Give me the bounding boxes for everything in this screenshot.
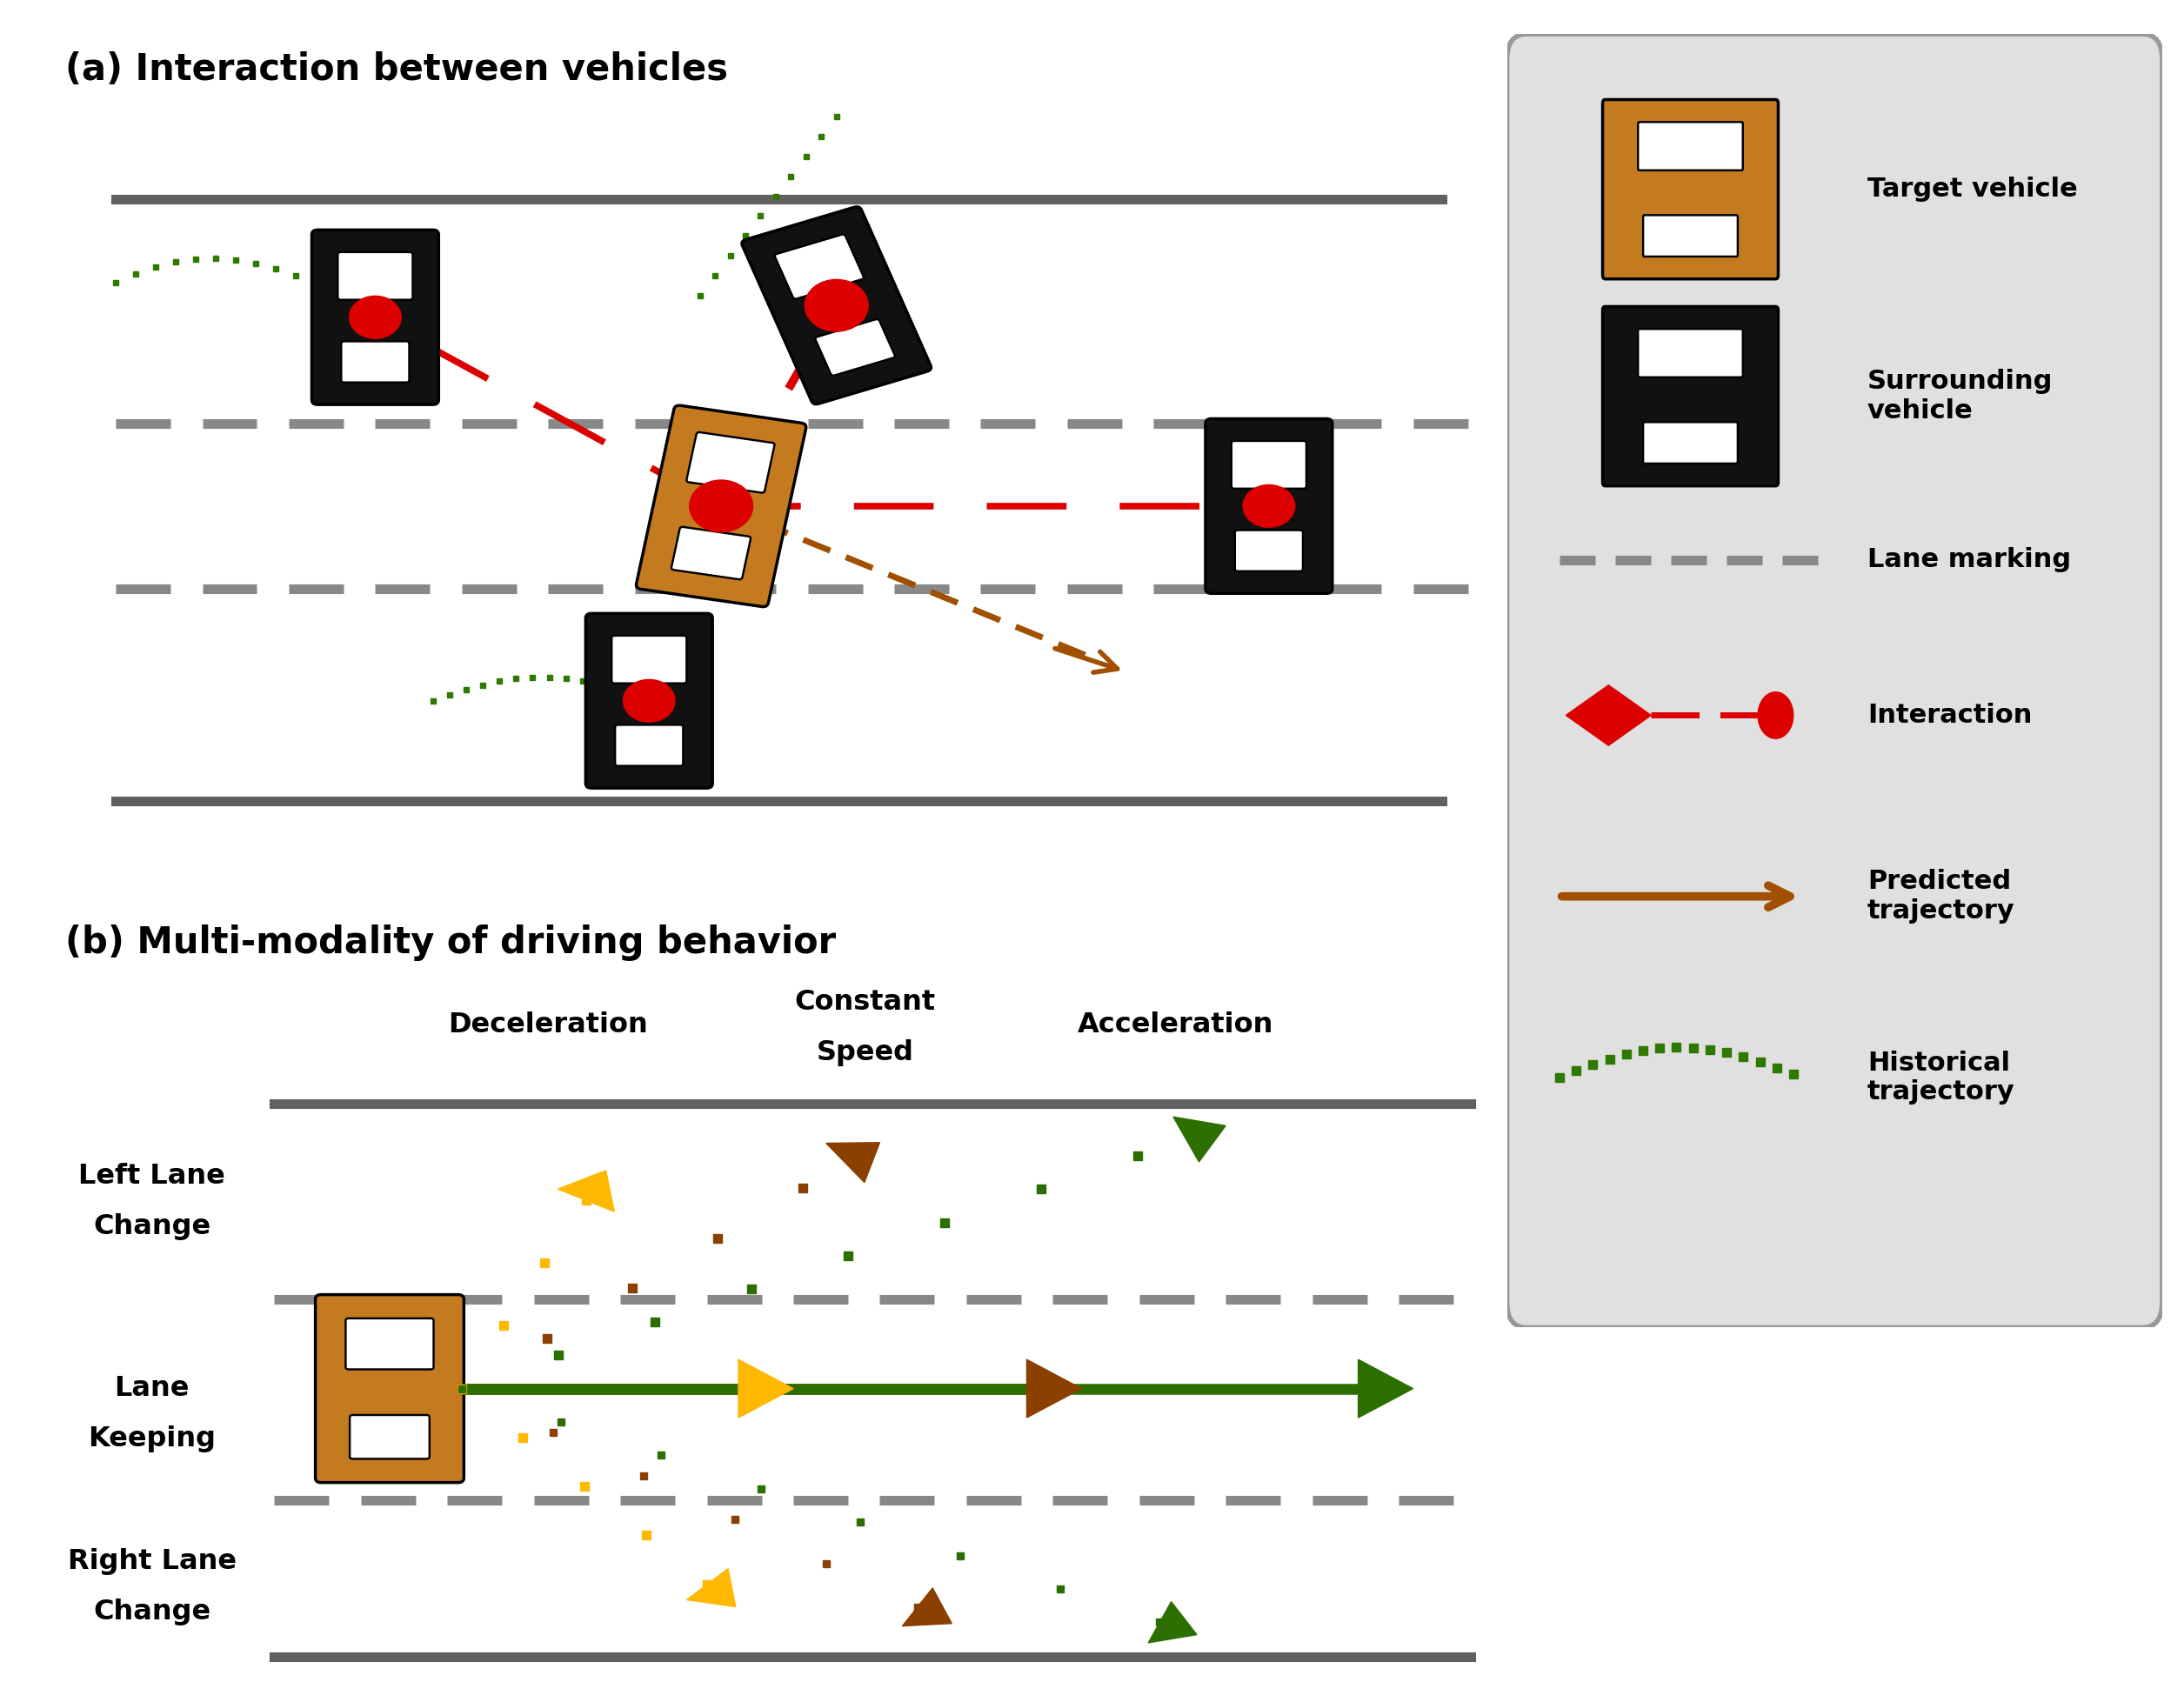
FancyBboxPatch shape	[341, 342, 408, 383]
FancyBboxPatch shape	[1234, 529, 1304, 572]
FancyBboxPatch shape	[349, 1414, 430, 1459]
FancyBboxPatch shape	[1232, 441, 1306, 488]
Text: Lane marking: Lane marking	[1867, 548, 2070, 572]
Polygon shape	[738, 1360, 793, 1418]
FancyBboxPatch shape	[686, 432, 775, 494]
FancyBboxPatch shape	[775, 235, 863, 300]
FancyBboxPatch shape	[1507, 34, 2162, 1328]
Polygon shape	[557, 1171, 614, 1212]
Polygon shape	[1358, 1360, 1413, 1418]
Circle shape	[690, 480, 753, 533]
FancyBboxPatch shape	[312, 230, 439, 405]
Text: Historical
trajectory: Historical trajectory	[1867, 1050, 2016, 1105]
FancyBboxPatch shape	[585, 613, 712, 788]
Text: Change: Change	[94, 1598, 210, 1625]
FancyBboxPatch shape	[612, 635, 686, 683]
FancyBboxPatch shape	[1206, 419, 1332, 594]
FancyBboxPatch shape	[1642, 214, 1738, 257]
Text: Change: Change	[94, 1214, 210, 1239]
Polygon shape	[686, 1569, 736, 1607]
FancyBboxPatch shape	[314, 1295, 463, 1482]
FancyBboxPatch shape	[1638, 123, 1743, 170]
Text: Keeping: Keeping	[87, 1426, 216, 1452]
Text: Target vehicle: Target vehicle	[1867, 177, 2077, 203]
Text: Acceleration: Acceleration	[1077, 1011, 1273, 1038]
Text: Interaction: Interaction	[1867, 703, 2031, 728]
FancyBboxPatch shape	[670, 528, 751, 579]
Circle shape	[349, 296, 402, 339]
FancyBboxPatch shape	[345, 1319, 435, 1370]
FancyBboxPatch shape	[1603, 306, 1778, 485]
Polygon shape	[1173, 1117, 1225, 1162]
Circle shape	[1243, 485, 1295, 528]
FancyBboxPatch shape	[339, 252, 413, 300]
FancyBboxPatch shape	[616, 725, 684, 766]
Text: Surrounding
vehicle: Surrounding vehicle	[1867, 369, 2053, 424]
Polygon shape	[1149, 1602, 1197, 1642]
Text: Speed: Speed	[817, 1040, 915, 1067]
Polygon shape	[826, 1142, 880, 1183]
Text: (b) Multi-modality of driving behavior: (b) Multi-modality of driving behavior	[66, 924, 836, 962]
FancyBboxPatch shape	[1642, 422, 1738, 463]
Circle shape	[1758, 693, 1793, 739]
FancyBboxPatch shape	[1603, 100, 1778, 279]
Text: Right Lane: Right Lane	[68, 1549, 236, 1576]
Circle shape	[622, 679, 675, 722]
Text: Deceleration: Deceleration	[448, 1011, 649, 1038]
Text: (a) Interaction between vehicles: (a) Interaction between vehicles	[66, 51, 727, 89]
Polygon shape	[1566, 686, 1651, 745]
FancyBboxPatch shape	[815, 320, 895, 376]
Polygon shape	[1026, 1360, 1081, 1418]
Text: Constant: Constant	[795, 989, 935, 1016]
FancyBboxPatch shape	[1638, 328, 1743, 378]
FancyBboxPatch shape	[743, 208, 930, 403]
Circle shape	[804, 279, 869, 332]
Text: Predicted
trajectory: Predicted trajectory	[1867, 870, 2016, 924]
Text: Lane: Lane	[114, 1375, 190, 1402]
Polygon shape	[902, 1588, 952, 1625]
Text: Left Lane: Left Lane	[79, 1162, 225, 1190]
FancyBboxPatch shape	[636, 405, 806, 606]
